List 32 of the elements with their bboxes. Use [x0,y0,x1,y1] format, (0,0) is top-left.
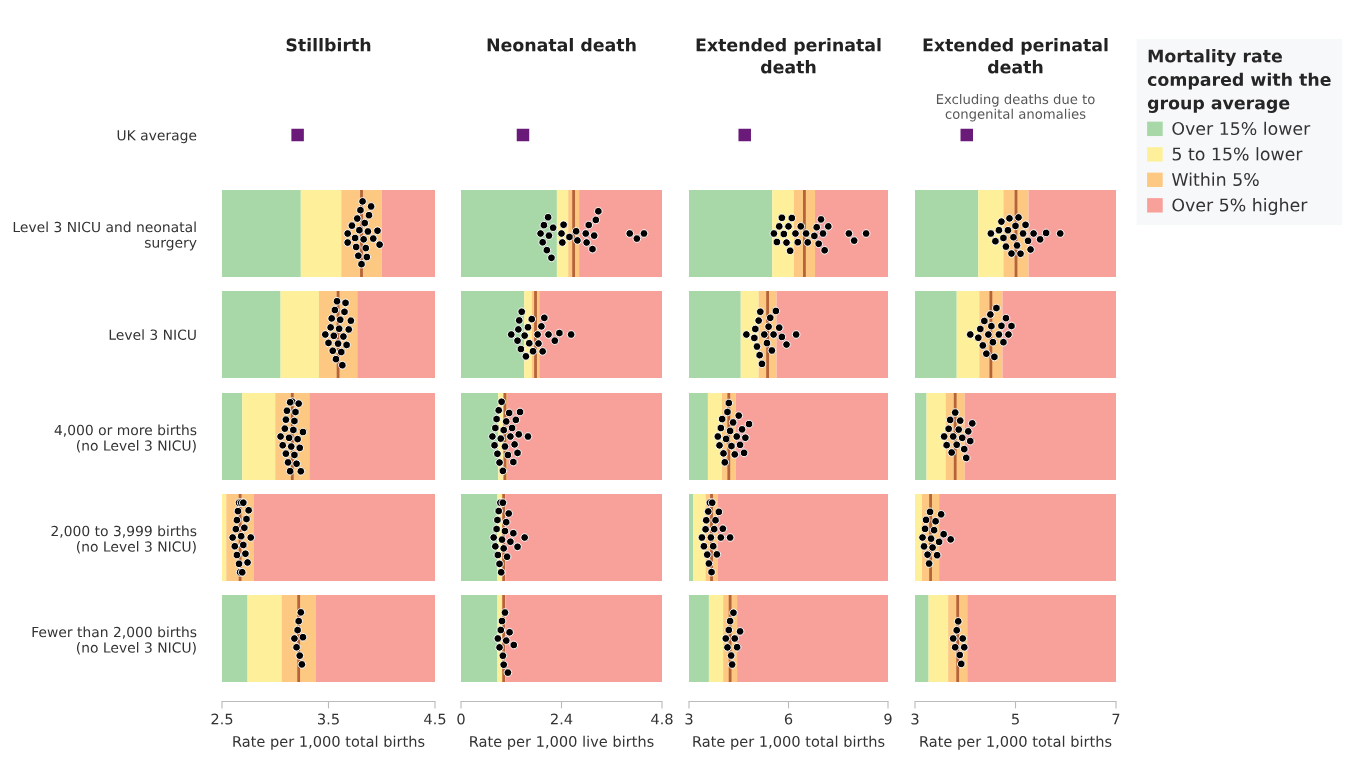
x-tick-label: 3.5 [318,713,339,725]
legend-label: Over 15% lower [1172,121,1311,136]
chart-title: Stillbirth [286,38,371,52]
legend-label: Over 5% higher [1172,198,1308,215]
x-tick-label: 9 [884,713,892,725]
chart-subtitle: Excluding deaths due to congenital anomalies [936,93,1095,122]
x-tick-label: 3 [911,713,919,725]
x-axis-title: Rate per 1,000 total births [233,735,425,750]
legend-title: Mortality rate compared with the group average [1147,49,1331,113]
x-tick-label: 7 [1112,713,1120,725]
x-tick-label: 6 [784,713,793,725]
y-tick-label: Fewer than 2,000 births (no Level 3 NICU) [32,626,197,655]
chart-title: Extended perinatal death [923,38,1108,74]
y-tick-label: 4,000 or more births (no Level 3 NICU) [54,424,197,453]
legend-label: 5 to 15% lower [1172,147,1303,161]
x-axis-title: Rate per 1,000 total births [920,735,1112,750]
x-tick-label: 5 [1011,713,1019,725]
x-tick-label: 4.5 [424,713,446,725]
y-tick-label: UK average [117,130,197,144]
x-axis-title: Rate per 1,000 total births [693,735,885,750]
chart-title: Extended perinatal death [696,38,881,74]
x-axis-title: Rate per 1,000 live births [470,735,654,750]
y-tick-label: Level 3 NICU and neonatal surgery [13,221,197,251]
chart-title: Neonatal death [487,38,636,52]
y-tick-label: Level 3 NICU [109,329,196,340]
y-tick-label: 2,000 to 3,999 births (no Level 3 NICU) [51,525,197,554]
x-tick-label: 4.8 [651,713,673,725]
x-tick-label: 3 [685,713,693,725]
x-tick-label: 2.4 [550,713,573,725]
x-tick-label: 2.5 [211,713,233,725]
legend-label: Within 5% [1171,172,1259,187]
x-tick-label: 0 [457,713,465,725]
